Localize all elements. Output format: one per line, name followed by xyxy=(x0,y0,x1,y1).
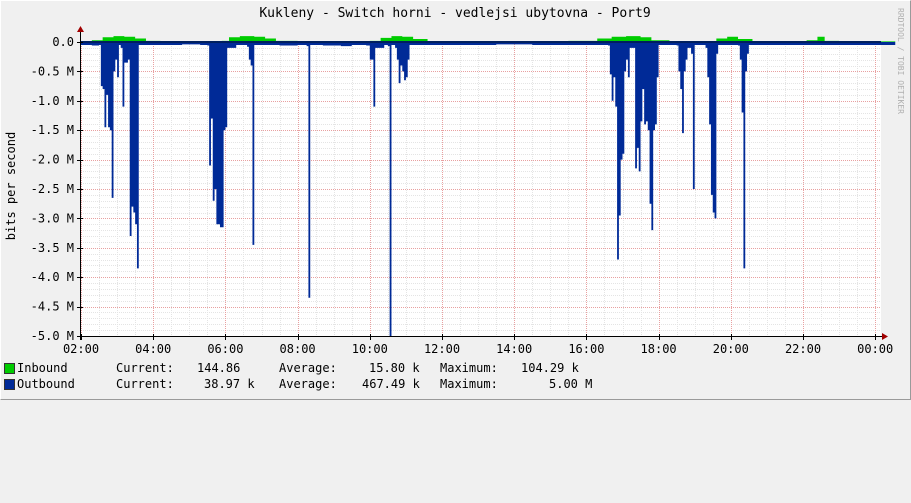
x-tick-label: 20:00 xyxy=(713,342,749,356)
y-tick-label: -1.0 M xyxy=(31,94,74,108)
x-tick-label: 00:00 xyxy=(857,342,893,356)
y-tick-label: -3.0 M xyxy=(31,211,74,225)
legend-series-name: Inbound xyxy=(17,361,68,375)
y-tick-label: 0.0 xyxy=(52,35,74,49)
y-axis-label: bits per second xyxy=(4,132,18,240)
legend-swatch-inbound xyxy=(4,363,15,374)
legend-average-label: Average: xyxy=(279,361,337,375)
rrd-chart: 0.0 -0.5 M -1.0 M -1.5 M -2.0 M -2.5 M -3.0 M -… xyxy=(4,6,905,356)
x-tick-label: 18:00 xyxy=(641,342,677,356)
legend-average-value: 467.49 k xyxy=(362,377,420,391)
legend-maximum-value: 104.29 k xyxy=(521,361,579,375)
legend-average-label: Average: xyxy=(279,377,337,391)
x-tick-label: 04:00 xyxy=(135,342,171,356)
chart-title: Kukleny - Switch horni - vedlejsi ubytov… xyxy=(259,6,650,21)
y-tick-label: -4.0 M xyxy=(31,270,74,284)
legend-maximum-label: Maximum: xyxy=(440,377,498,391)
y-axis-arrow xyxy=(77,26,84,32)
legend-maximum-value: 5.00 M xyxy=(549,377,593,391)
y-tick-label: -4.5 M xyxy=(31,300,74,314)
y-tick-label: -2.5 M xyxy=(31,182,74,196)
y-tick-label: -5.0 M xyxy=(31,329,74,343)
y-tick-label: -2.0 M xyxy=(31,153,74,167)
x-tick-label: 16:00 xyxy=(568,342,604,356)
legend-average-value: 15.80 k xyxy=(369,361,420,375)
x-tick-labels: 02:00 04:00 06:00 08:00 10:00 12:00 14:00 16:00… xyxy=(63,342,893,356)
x-tick-label: 08:00 xyxy=(280,342,316,356)
x-tick-label: 14:00 xyxy=(496,342,532,356)
legend-swatch-outbound xyxy=(4,379,15,390)
legend-series-name: Outbound xyxy=(17,377,75,391)
x-tick-label: 12:00 xyxy=(424,342,460,356)
legend-outbound: Outbound Current: 38.97 k Average: 467.4… xyxy=(4,377,592,391)
axes xyxy=(77,26,888,340)
x-tick-label: 06:00 xyxy=(207,342,243,356)
x-tick-label: 22:00 xyxy=(785,342,821,356)
y-tick-label: -0.5 M xyxy=(31,64,74,78)
legend-current-label: Current: xyxy=(116,361,174,375)
rrdtool-watermark: RRDTOOL / TOBI OETIKER xyxy=(896,8,905,114)
legend-current-label: Current: xyxy=(116,377,174,391)
y-tick-label: -1.5 M xyxy=(31,123,74,137)
x-tick-label: 10:00 xyxy=(352,342,388,356)
x-axis-arrow xyxy=(882,333,888,340)
legend-maximum-label: Maximum: xyxy=(440,361,498,375)
y-tick-labels: 0.0 -0.5 M -1.0 M -1.5 M -2.0 M -2.5 M -3.0 M -… xyxy=(31,35,74,343)
legend-current-value: 144.86 xyxy=(197,361,241,375)
legend-inbound: Inbound Current: 144.86 Average: 15.80 k… xyxy=(4,361,579,375)
y-tick-label: -3.5 M xyxy=(31,241,74,255)
x-tick-label: 02:00 xyxy=(63,342,99,356)
series-areas xyxy=(81,36,896,336)
legend-current-value: 38.97 k xyxy=(204,377,255,391)
